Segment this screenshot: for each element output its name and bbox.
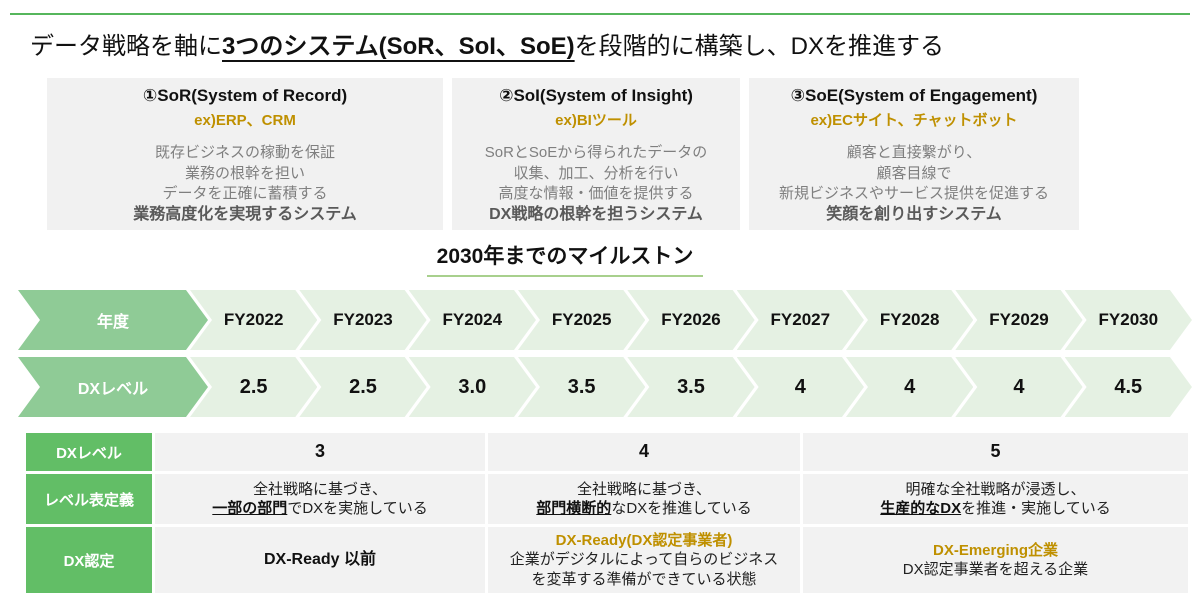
year-chevron: FY2029 xyxy=(955,290,1082,350)
card-sor-example: ex)ERP、CRM xyxy=(194,112,296,130)
milestone-timeline: 年度 FY2022 FY2023 FY2024 FY2025 FY2026 FY… xyxy=(18,290,1192,424)
level-chevron: 3.5 xyxy=(627,357,754,417)
definition-rest: なDXを推進している xyxy=(611,500,752,517)
level-chevron: 4 xyxy=(955,357,1082,417)
card-soe-line: 顧客と直接繋がり、 xyxy=(846,144,982,162)
levels-row-label: DXレベル xyxy=(18,357,208,417)
level-chevron: 4 xyxy=(737,357,864,417)
year-chevron: FY2030 xyxy=(1065,290,1192,350)
definition-emphasis: 部門横断的 xyxy=(536,500,612,517)
year-chevron: FY2022 xyxy=(190,290,317,350)
year-chevron: FY2026 xyxy=(627,290,754,350)
level-value: 4 xyxy=(638,441,649,462)
card-soe: ③SoE(System of Engagement) ex)ECサイト、チャット… xyxy=(749,78,1079,230)
year-chevron: FY2027 xyxy=(737,290,864,350)
card-sor-line: 既存ビジネスの稼動を保証 xyxy=(154,144,335,162)
page-title-suffix: を段階的に構築し、DXを推進する xyxy=(574,33,944,60)
table-header-definition: レベル表定義 xyxy=(26,474,152,524)
card-soe-title: ③SoE(System of Engagement) xyxy=(790,86,1038,105)
certification-cell-4: DX-Ready(DX認定事業者) 企業がデジタルによって自らのビジネス を変革… xyxy=(488,527,800,593)
level-chevron: 3.0 xyxy=(409,357,536,417)
level-chevron: 3.5 xyxy=(518,357,645,417)
milestone-heading: 2030年までのマイルストン xyxy=(0,240,1130,277)
definition-cell-3: 全社戦略に基づき、 一部の部門でDXを実施している xyxy=(155,474,485,524)
definition-line2: 一部の部門でDXを実施している xyxy=(212,499,427,519)
table-header-dx-level: DXレベル xyxy=(26,433,152,471)
years-row-label: 年度 xyxy=(18,290,208,350)
level-chevron: 2.5 xyxy=(299,357,426,417)
certification-cell-5: DX-Emerging企業 DX認定事業者を超える企業 xyxy=(803,527,1188,593)
certification-line: 企業がデジタルによって自らのビジネス xyxy=(509,551,779,569)
card-soi-highlight: DX戦略の根幹を担うシステム xyxy=(489,206,703,224)
timeline-levels-row: DXレベル 2.5 2.5 3.0 3.5 3.5 4 4 4 4.5 xyxy=(18,357,1192,417)
card-sor-body: 既存ビジネスの稼動を保証 業務の根幹を担い データを正確に蓄積する 業務高度化を… xyxy=(47,143,443,225)
dx-level-table: DXレベル 3 4 5 レベル表定義 全社戦略に基づき、 一部の部門でDXを実施… xyxy=(26,433,1188,593)
card-sor-title: ①SoR(System of Record) xyxy=(142,86,348,105)
level-chevron: 4.5 xyxy=(1065,357,1192,417)
certification-cell-3: DX-Ready 以前 xyxy=(155,527,485,593)
definition-cell-4: 全社戦略に基づき、 部門横断的なDXを推進している xyxy=(488,474,800,524)
system-cards: ①SoR(System of Record) ex)ERP、CRM 既存ビジネス… xyxy=(47,78,1079,230)
certification-title: DX-Ready(DX認定事業者) xyxy=(555,531,733,549)
level-chevron: 4 xyxy=(846,357,973,417)
level-chevron: 2.5 xyxy=(190,357,317,417)
card-soi-line: 収集、加工、分析を行い xyxy=(513,164,679,182)
level-cell-3: 3 xyxy=(155,433,485,471)
definition-rest: でDXを実施している xyxy=(287,500,428,517)
definition-line1: 全社戦略に基づき、 xyxy=(253,480,387,498)
definition-line1: 全社戦略に基づき、 xyxy=(577,480,711,498)
year-chevron: FY2023 xyxy=(299,290,426,350)
top-accent-line xyxy=(10,13,1190,15)
card-sor-highlight: 業務高度化を実現するシステム xyxy=(133,206,357,224)
level-value: 3 xyxy=(314,441,325,462)
definition-line2: 部門横断的なDXを推進している xyxy=(536,499,751,519)
definition-emphasis: 一部の部門 xyxy=(212,500,288,517)
card-soe-body: 顧客と直接繋がり、 顧客目線で 新規ビジネスやサービス提供を促進する 笑顔を創り… xyxy=(749,143,1079,225)
page-title-emphasis: 3つのシステム(SoR、SoI、SoE) xyxy=(222,33,575,60)
card-soi-line: SoRとSoEから得られたデータの xyxy=(484,144,708,162)
level-value: 5 xyxy=(990,441,1001,462)
certification-title: DX-Emerging企業 xyxy=(932,541,1058,559)
card-sor-line: データを正確に蓄積する xyxy=(162,184,328,202)
page-title-prefix: データ戦略を軸に xyxy=(30,33,222,60)
card-soi-title: ②SoI(System of Insight) xyxy=(499,86,693,105)
timeline-years-row: 年度 FY2022 FY2023 FY2024 FY2025 FY2026 FY… xyxy=(18,290,1192,350)
card-soi-body: SoRとSoEから得られたデータの 収集、加工、分析を行い 高度な情報・価値を提… xyxy=(452,143,740,225)
certification-line: DX認定事業者を超える企業 xyxy=(902,561,1089,578)
year-chevron: FY2024 xyxy=(409,290,536,350)
certification-line: を変革する準備ができている状態 xyxy=(531,570,757,588)
card-sor-line: 業務の根幹を担い xyxy=(184,164,305,182)
page-title: データ戦略を軸に3つのシステム(SoR、SoI、SoE)を段階的に構築し、DXを… xyxy=(30,26,944,61)
card-soe-line: 新規ビジネスやサービス提供を促進する xyxy=(778,184,1049,202)
certification-title: DX-Ready 以前 xyxy=(263,550,377,568)
milestone-heading-text: 2030年までのマイルストン xyxy=(426,240,704,277)
year-chevron: FY2028 xyxy=(846,290,973,350)
definition-rest: を推進・実施している xyxy=(961,500,1111,517)
card-sor: ①SoR(System of Record) ex)ERP、CRM 既存ビジネス… xyxy=(47,78,443,230)
level-cell-5: 5 xyxy=(803,433,1188,471)
definition-emphasis: 生産的なDX xyxy=(880,500,962,517)
card-soi: ②SoI(System of Insight) ex)BIツール SoRとSoE… xyxy=(452,78,740,230)
level-cell-4: 4 xyxy=(488,433,800,471)
card-soe-highlight: 笑顔を創り出すシステム xyxy=(826,206,1002,224)
table-header-certification: DX認定 xyxy=(26,527,152,593)
card-soe-line: 顧客目線で xyxy=(876,164,952,182)
definition-cell-5: 明確な全社戦略が浸透し、 生産的なDXを推進・実施している xyxy=(803,474,1188,524)
card-soi-example: ex)BIツール xyxy=(555,112,637,130)
card-soi-line: 高度な情報・価値を提供する xyxy=(498,184,694,202)
definition-line1: 明確な全社戦略が浸透し、 xyxy=(905,480,1086,498)
definition-line2: 生産的なDXを推進・実施している xyxy=(880,499,1110,519)
year-chevron: FY2025 xyxy=(518,290,645,350)
card-soe-example: ex)ECサイト、チャットボット xyxy=(810,112,1018,130)
